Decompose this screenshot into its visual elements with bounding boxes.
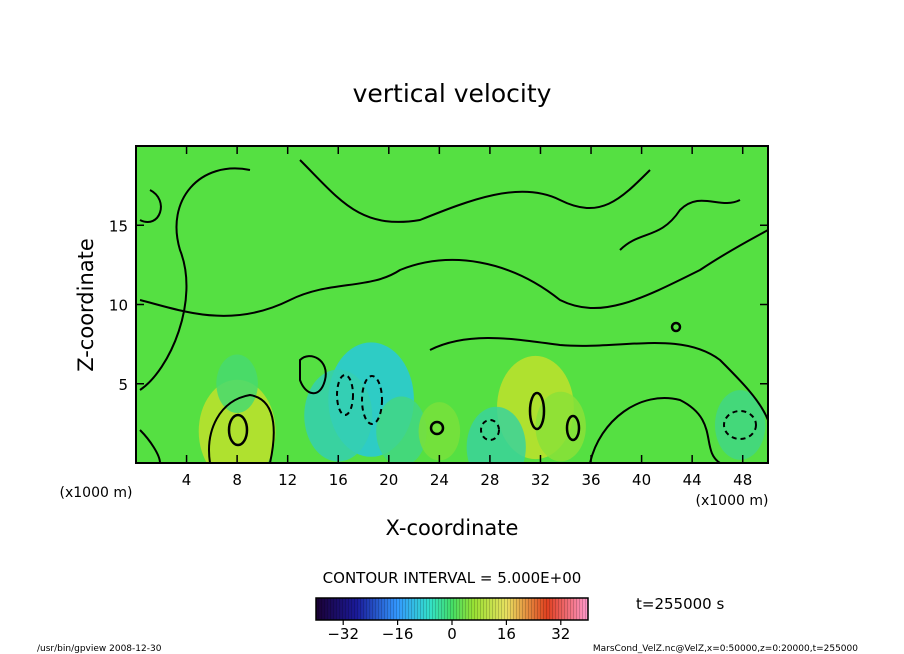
x-tick-label-11: 48	[733, 471, 752, 489]
x-tick-label-10: 44	[683, 471, 702, 489]
x-tick-label-0: 4	[182, 471, 192, 489]
colorbar: −32 −16 0 16 32	[315, 597, 589, 643]
colorbar-stripes	[316, 598, 588, 620]
colorbar-tick-label-1: −16	[382, 625, 414, 643]
field-feature-9	[216, 354, 258, 413]
field-feature-7	[466, 406, 526, 463]
field-features	[198, 342, 766, 463]
x-tick-label-5: 24	[430, 471, 449, 489]
x-tick-label-1: 8	[232, 471, 242, 489]
x-tick-label-7: 32	[531, 471, 550, 489]
contour-interval-label: CONTOUR INTERVAL = 5.000E+00	[323, 569, 582, 587]
contour-lines	[139, 159, 768, 463]
x-tick-label-6: 28	[480, 471, 499, 489]
contour-highlights	[227, 321, 682, 447]
x-axis: 4 8 12 16 20 24 28 32 36 40 44 48	[182, 146, 752, 489]
x-unit-right: (x1000 m)	[696, 493, 769, 509]
x-tick-label-8: 36	[581, 471, 600, 489]
x-tick-label-2: 12	[278, 471, 297, 489]
x-axis-label: X-coordinate	[386, 516, 519, 540]
footer-right: MarsCond_VelZ.nc@VelZ,x=0:50000,z=0:2000…	[593, 644, 858, 654]
field-feature-4	[304, 369, 373, 462]
time-label: t=255000 s	[636, 595, 724, 613]
y-tick-label-0: 5	[118, 376, 128, 394]
y-axis: 5 10 15	[109, 217, 768, 394]
y-tick-label-1: 10	[109, 297, 128, 315]
field-feature-8	[418, 402, 461, 461]
y-axis-label: Z-coordinate	[74, 238, 98, 372]
x-tick-label-9: 40	[632, 471, 651, 489]
colorbar-tick-label-2: 0	[447, 625, 457, 643]
field-feature-5	[376, 396, 427, 463]
contour-dashed	[336, 374, 757, 441]
field-feature-6	[714, 390, 766, 460]
x-unit-left: (x1000 m)	[60, 485, 133, 501]
plot-area	[136, 146, 768, 463]
x-tick-label-3: 16	[329, 471, 348, 489]
colorbar-tick-label-0: −32	[327, 625, 359, 643]
field-feature-2	[535, 391, 586, 462]
colorbar-tick-label-4: 32	[551, 625, 570, 643]
footer-left: /usr/bin/gpview 2008-12-30	[37, 644, 162, 654]
colorbar-tick-label-3: 16	[497, 625, 516, 643]
x-tick-label-4: 20	[379, 471, 398, 489]
chart-title: vertical velocity	[353, 79, 552, 108]
colorbar-ticks: −32 −16 0 16 32	[327, 620, 570, 643]
y-tick-label-2: 15	[109, 217, 128, 235]
field-feature-0	[198, 379, 276, 463]
